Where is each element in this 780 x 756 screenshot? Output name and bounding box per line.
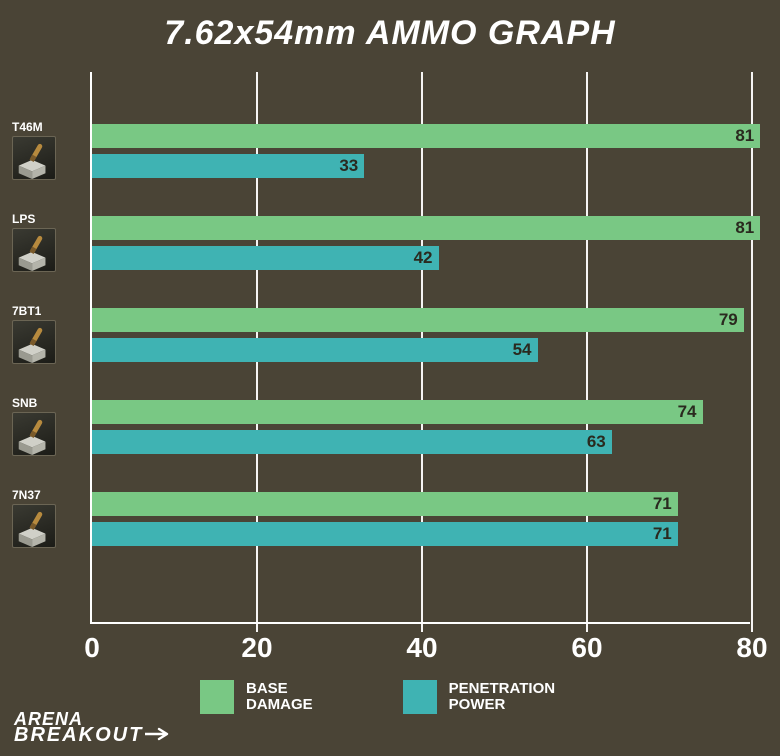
ammo-box-icon xyxy=(12,504,56,548)
arrow-icon xyxy=(145,727,171,744)
base_damage-value: 79 xyxy=(719,308,738,332)
gridline xyxy=(751,72,753,632)
base_damage-bar: 79 xyxy=(92,308,744,332)
legend-swatch xyxy=(200,680,234,714)
base_damage-value: 74 xyxy=(678,400,697,424)
logo-line2-text: BREAKOUT xyxy=(14,727,143,744)
x-tick-label: 80 xyxy=(736,632,767,664)
legend-item: PENETRATION POWER xyxy=(403,680,555,714)
ammo-row: 7BT17954 xyxy=(92,308,750,368)
chart-title: 7.62x54mm AMMO GRAPH xyxy=(0,0,780,53)
penetration_power-value: 71 xyxy=(653,522,672,546)
penetration_power-value: 63 xyxy=(587,430,606,454)
base_damage-bar: 74 xyxy=(92,400,703,424)
legend-item: BASE DAMAGE xyxy=(200,680,313,714)
ammo-name-label: 7BT1 xyxy=(12,304,82,318)
brand-logo: ARENA BREAKOUT xyxy=(14,712,171,744)
base_damage-bar: 81 xyxy=(92,216,760,240)
ammo-name-label: SNB xyxy=(12,396,82,410)
chart-plot-area: 020406080T46M8133LPS81427BT17954SNB74637… xyxy=(90,72,750,624)
ammo-name-label: 7N37 xyxy=(12,488,82,502)
penetration_power-value: 54 xyxy=(513,338,532,362)
penetration_power-bar: 71 xyxy=(92,522,678,546)
penetration_power-bar: 42 xyxy=(92,246,439,270)
base_damage-value: 81 xyxy=(735,216,754,240)
ammo-box-icon xyxy=(12,228,56,272)
x-tick-label: 60 xyxy=(571,632,602,664)
legend-label: PENETRATION POWER xyxy=(449,681,555,713)
ammo-box-icon xyxy=(12,412,56,456)
penetration_power-value: 42 xyxy=(414,246,433,270)
ammo-row: 7N377171 xyxy=(92,492,750,552)
base_damage-value: 81 xyxy=(735,124,754,148)
ammo-row: T46M8133 xyxy=(92,124,750,184)
x-tick-label: 20 xyxy=(241,632,272,664)
legend: BASE DAMAGE PENETRATION POWER xyxy=(200,680,555,714)
penetration_power-value: 33 xyxy=(339,154,358,178)
x-tick-label: 0 xyxy=(84,632,100,664)
ammo-name-label: LPS xyxy=(12,212,82,226)
legend-swatch xyxy=(403,680,437,714)
x-tick-label: 40 xyxy=(406,632,437,664)
ammo-name-label: T46M xyxy=(12,120,82,134)
penetration_power-bar: 33 xyxy=(92,154,364,178)
ammo-row: LPS8142 xyxy=(92,216,750,276)
base_damage-value: 71 xyxy=(653,492,672,516)
logo-line2: BREAKOUT xyxy=(14,727,171,744)
base_damage-bar: 81 xyxy=(92,124,760,148)
ammo-box-icon xyxy=(12,136,56,180)
ammo-row: SNB7463 xyxy=(92,400,750,460)
penetration_power-bar: 63 xyxy=(92,430,612,454)
ammo-box-icon xyxy=(12,320,56,364)
penetration_power-bar: 54 xyxy=(92,338,538,362)
legend-label: BASE DAMAGE xyxy=(246,681,313,713)
base_damage-bar: 71 xyxy=(92,492,678,516)
